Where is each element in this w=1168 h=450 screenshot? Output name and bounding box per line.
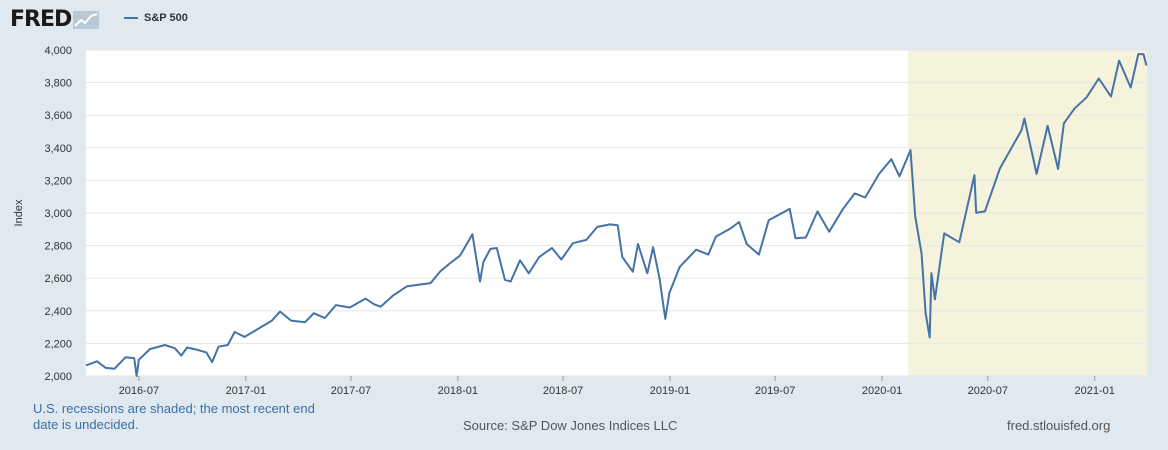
- source-text: Source: S&P Dow Jones Indices LLC: [463, 418, 678, 433]
- y-axis-title: Index: [13, 199, 25, 226]
- gridlines: [86, 49, 1147, 377]
- recession-note: U.S. recessions are shaded; the most rec…: [33, 401, 315, 432]
- y-tick-label: 2,600: [44, 273, 72, 285]
- y-axis-ticks: 2,000 2,200 2,400 2,600 2,800 3,000 3,200 3,400…: [44, 45, 72, 383]
- x-tick-label: 2019-07: [755, 385, 795, 397]
- x-tick-label: 2019-01: [650, 385, 690, 397]
- x-tick-label: 2018-01: [438, 385, 478, 397]
- y-tick-label: 3,800: [44, 78, 72, 90]
- y-tick-label: 3,600: [44, 110, 72, 122]
- y-tick-label: 2,800: [44, 241, 72, 253]
- y-tick-label: 2,400: [44, 306, 72, 318]
- x-axis-ticks: 2016-07 2017-01 2017-07 2018-01 2018-07 2019-…: [119, 376, 1115, 397]
- y-tick-label: 3,000: [44, 208, 72, 220]
- chart: 2,000 2,200 2,400 2,600 2,800 3,000 3,200 3,400…: [13, 45, 1148, 397]
- y-tick-label: 3,200: [44, 175, 72, 187]
- y-tick-label: 4,000: [44, 45, 72, 57]
- x-tick-label: 2020-01: [862, 385, 902, 397]
- y-tick-label: 3,400: [44, 143, 72, 155]
- fred-logo-text: FRED: [10, 7, 72, 32]
- site-link[interactable]: fred.stlouisfed.org: [1007, 418, 1111, 433]
- y-tick-label: 2,200: [44, 338, 72, 350]
- x-tick-label: 2021-01: [1075, 385, 1115, 397]
- x-tick-label: 2018-07: [543, 385, 583, 397]
- legend-label: S&P 500: [144, 12, 188, 24]
- fred-logo[interactable]: FRED: [10, 7, 100, 33]
- legend-swatch: [124, 17, 138, 19]
- x-tick-label: 2017-07: [331, 385, 371, 397]
- x-tick-label: 2017-01: [226, 385, 266, 397]
- x-tick-label: 2016-07: [119, 385, 159, 397]
- series-line-sp500: [85, 53, 1148, 377]
- x-tick-label: 2020-07: [968, 385, 1008, 397]
- y-tick-label: 2,000: [44, 371, 72, 383]
- chart-logo-icon: [73, 11, 100, 29]
- legend: S&P 500: [124, 12, 188, 24]
